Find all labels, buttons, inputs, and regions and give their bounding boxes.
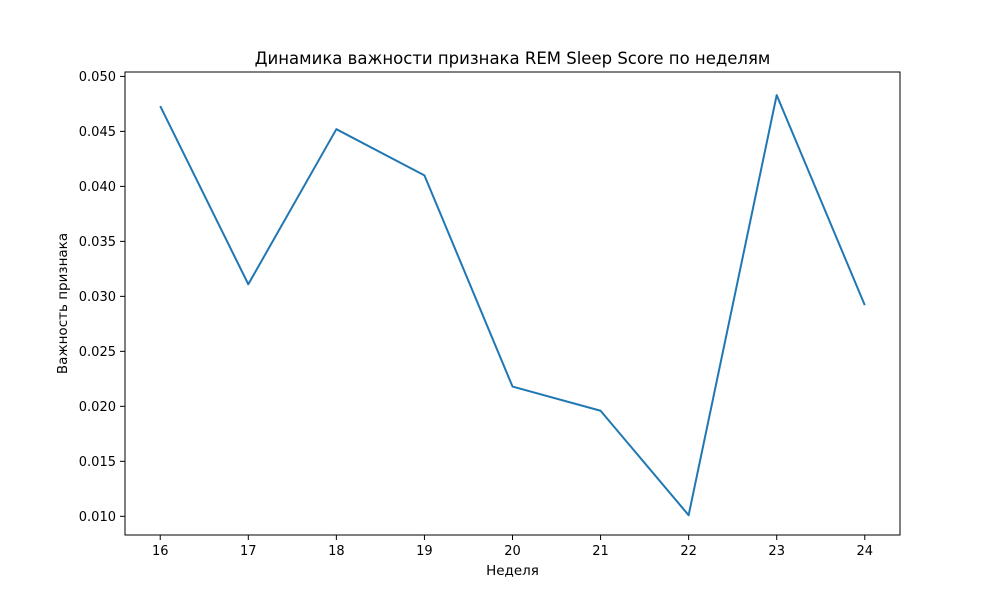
x-axis-label: Неделя bbox=[486, 563, 539, 579]
plot-frame bbox=[124, 71, 901, 536]
y-tick-label: 0.030 bbox=[79, 290, 116, 305]
x-tick-label: 24 bbox=[856, 544, 873, 559]
x-tick-label: 22 bbox=[680, 544, 697, 559]
x-tick-label: 21 bbox=[592, 544, 609, 559]
x-tick-label: 17 bbox=[240, 544, 257, 559]
y-tick-label: 0.050 bbox=[79, 70, 116, 85]
y-tick-label: 0.045 bbox=[79, 125, 116, 140]
x-tick-label: 20 bbox=[504, 544, 521, 559]
y-tick-label: 0.015 bbox=[79, 455, 116, 470]
x-tick-label: 23 bbox=[768, 544, 785, 559]
y-axis-ticks: 0.010 0.015 0.020 0.025 0.030 0.035 0.040 0.045… bbox=[79, 70, 125, 525]
y-tick-label: 0.025 bbox=[79, 345, 116, 360]
y-tick-label: 0.035 bbox=[79, 235, 116, 250]
x-tick-label: 19 bbox=[416, 544, 433, 559]
x-axis-ticks: 16 17 18 19 20 21 22 23 24 bbox=[152, 535, 873, 559]
y-axis-label: Важность признака bbox=[55, 233, 71, 374]
y-tick-label: 0.040 bbox=[79, 180, 116, 195]
y-tick-label: 0.010 bbox=[79, 510, 116, 525]
x-tick-label: 16 bbox=[152, 544, 169, 559]
x-tick-label: 18 bbox=[328, 544, 345, 559]
y-tick-label: 0.020 bbox=[79, 400, 116, 415]
chart-title: Динамика важности признака REM Sleep Sco… bbox=[255, 49, 771, 68]
series-line bbox=[159, 94, 866, 517]
